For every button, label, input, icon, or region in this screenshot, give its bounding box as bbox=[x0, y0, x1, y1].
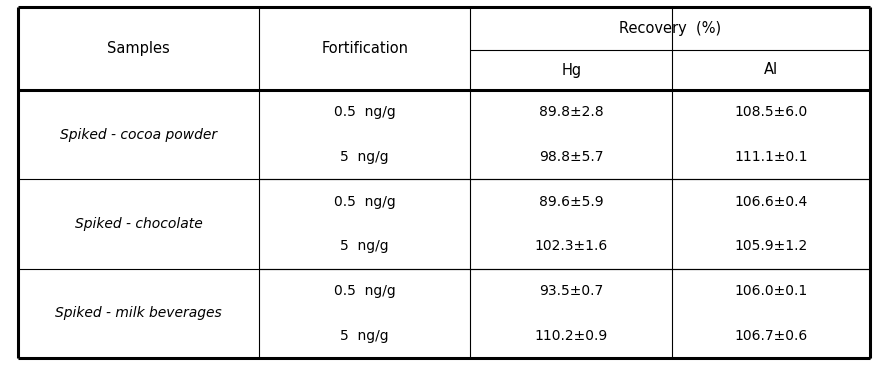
Text: 89.8±2.8: 89.8±2.8 bbox=[538, 105, 603, 119]
Text: Al: Al bbox=[763, 63, 778, 78]
Text: 5  ng/g: 5 ng/g bbox=[340, 239, 389, 253]
Text: 5  ng/g: 5 ng/g bbox=[340, 329, 389, 343]
Text: 106.6±0.4: 106.6±0.4 bbox=[734, 195, 807, 209]
Text: Hg: Hg bbox=[561, 63, 580, 78]
Text: 102.3±1.6: 102.3±1.6 bbox=[534, 239, 608, 253]
Text: 0.5  ng/g: 0.5 ng/g bbox=[334, 105, 395, 119]
Text: Samples: Samples bbox=[107, 41, 169, 56]
Text: Spiked - chocolate: Spiked - chocolate bbox=[75, 217, 202, 231]
Text: 108.5±6.0: 108.5±6.0 bbox=[734, 105, 807, 119]
Text: 98.8±5.7: 98.8±5.7 bbox=[538, 150, 603, 164]
Text: 111.1±0.1: 111.1±0.1 bbox=[734, 150, 807, 164]
Text: Spiked - cocoa powder: Spiked - cocoa powder bbox=[60, 128, 217, 142]
Text: 110.2±0.9: 110.2±0.9 bbox=[534, 329, 608, 343]
Text: 0.5  ng/g: 0.5 ng/g bbox=[334, 284, 395, 298]
Text: Recovery  (%): Recovery (%) bbox=[618, 21, 721, 36]
Text: 89.6±5.9: 89.6±5.9 bbox=[538, 195, 603, 209]
Text: 106.7±0.6: 106.7±0.6 bbox=[734, 329, 807, 343]
Text: 93.5±0.7: 93.5±0.7 bbox=[538, 284, 603, 298]
Text: 105.9±1.2: 105.9±1.2 bbox=[734, 239, 807, 253]
Text: Fortification: Fortification bbox=[321, 41, 407, 56]
Text: Spiked - milk beverages: Spiked - milk beverages bbox=[55, 306, 221, 320]
Text: 5  ng/g: 5 ng/g bbox=[340, 150, 389, 164]
Text: 106.0±0.1: 106.0±0.1 bbox=[734, 284, 807, 298]
Text: 0.5  ng/g: 0.5 ng/g bbox=[334, 195, 395, 209]
